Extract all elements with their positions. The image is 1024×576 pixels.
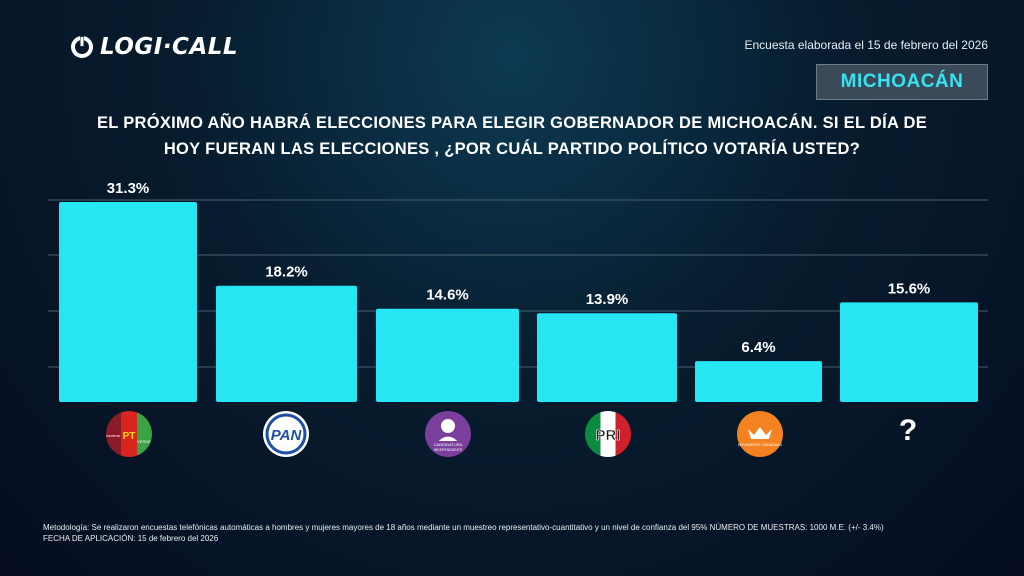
state-badge: MICHOACÁN [816,64,988,100]
pri-icon: PRI [585,411,631,457]
application-date: FECHA DE APLICACIÓN: 15 de febrero del 2… [43,534,219,543]
bar-? [840,302,978,402]
question-line-1: EL PRÓXIMO AÑO HABRÁ ELECCIONES PARA ELE… [96,114,928,132]
data-label-?: 15.6% [888,280,931,297]
svg-text:INDEPENDIENTE: INDEPENDIENTE [434,448,463,452]
pan-icon: PAN [263,411,309,457]
svg-text:MOVIMIENTO CIUDADANO: MOVIMIENTO CIUDADANO [738,443,783,447]
unknown-party-icon: ? [898,414,918,447]
question-line-2: HOY FUERAN LAS ELECCIONES , ¿POR CUÁL PA… [163,140,861,158]
candidatura-independiente-icon: CANDIDATURA INDEPENDIENTE [425,411,471,457]
svg-text:CANDIDATURA: CANDIDATURA [434,442,463,447]
data-label-candidatura-independiente: 14.6% [426,287,469,304]
bar-pan [216,285,357,402]
morena-pt-pvem-icon: morena PT VERDE [106,411,152,457]
survey-date: Encuesta elaborada el 15 de febrero del … [744,38,988,52]
bar-pri [537,313,677,402]
bar-candidatura-independiente [376,308,519,402]
brand-logo: LOGI·CALL [70,34,238,60]
footer-notes: Metodología: Se realizaron encuestas tel… [43,522,1003,544]
bar-movimiento-ciudadano [695,361,822,402]
survey-question: EL PRÓXIMO AÑO HABRÁ ELECCIONES PARA ELE… [40,110,984,162]
data-label-movimiento-ciudadano: 6.4% [741,339,775,356]
data-label-pri: 13.9% [586,291,629,308]
svg-text:morena: morena [106,433,120,438]
svg-text:PT: PT [123,431,136,442]
logo-mark-icon [71,35,93,58]
brand-name: LOGI·CALL [100,34,239,60]
data-label-pan: 18.2% [265,264,308,281]
movimiento-ciudadano-icon: MOVIMIENTO CIUDADANO [737,411,783,457]
svg-text:VERDE: VERDE [137,439,151,444]
svg-text:PAN: PAN [271,427,303,444]
methodology-note: Metodología: Se realizaron encuestas tel… [43,523,884,532]
svg-text:PRI: PRI [595,427,620,444]
bar-morena-pt-pvem [59,202,197,402]
data-label-morena-pt-pvem: 31.3% [107,180,150,197]
